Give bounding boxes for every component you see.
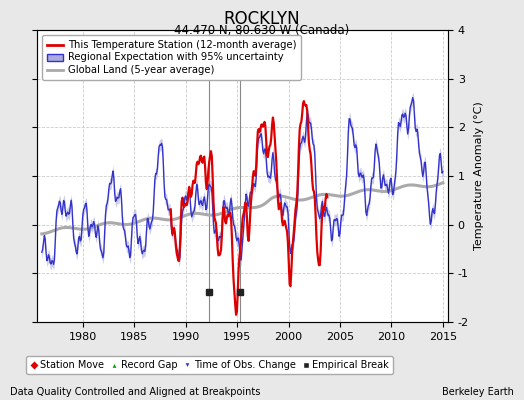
Y-axis label: Temperature Anomaly (°C): Temperature Anomaly (°C) bbox=[474, 102, 484, 250]
Text: ROCKLYN: ROCKLYN bbox=[224, 10, 300, 28]
Text: Data Quality Controlled and Aligned at Breakpoints: Data Quality Controlled and Aligned at B… bbox=[10, 387, 261, 397]
Text: Berkeley Earth: Berkeley Earth bbox=[442, 387, 514, 397]
Legend: Station Move, Record Gap, Time of Obs. Change, Empirical Break: Station Move, Record Gap, Time of Obs. C… bbox=[26, 356, 393, 374]
Text: 44.470 N, 80.630 W (Canada): 44.470 N, 80.630 W (Canada) bbox=[174, 24, 350, 37]
